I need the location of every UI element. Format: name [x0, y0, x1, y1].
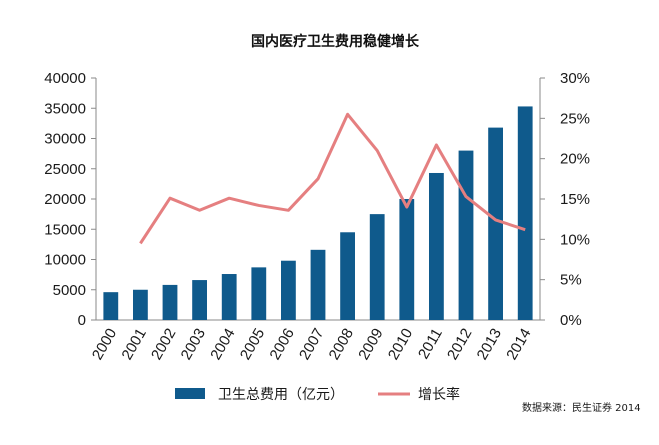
x-tick-label: 2003: [178, 326, 209, 363]
right-tick-label: 5%: [560, 272, 582, 289]
x-tick-label: 2011: [415, 326, 446, 362]
legend-bar-swatch: [175, 388, 205, 399]
bar-2004: [221, 274, 237, 320]
bar-2003: [192, 280, 207, 320]
right-axis-ticks: 0% 5% 10% 15% 20% 25% 30%: [540, 70, 590, 329]
legend-bar-label: 卫生总费用（亿元）: [218, 387, 344, 403]
x-tick-label: 2006: [266, 326, 297, 363]
right-tick-label: 30%: [560, 70, 590, 87]
bar-2014: [517, 106, 533, 320]
right-tick-label: 25%: [560, 110, 590, 127]
right-tick-label: 15%: [560, 191, 590, 208]
bar-series: [103, 106, 533, 320]
x-tick-label: 2007: [296, 326, 327, 363]
bar-2010: [399, 199, 415, 320]
bar-2000: [103, 292, 119, 320]
x-tick-label: 2014: [503, 326, 534, 363]
left-tick-label: 40000: [44, 70, 86, 87]
bar-2009: [369, 214, 385, 320]
x-tick-label: 2009: [355, 326, 386, 363]
x-tick-label: 2010: [385, 326, 416, 363]
bar-2008: [340, 232, 355, 320]
x-tick-label: 2008: [326, 326, 357, 363]
left-tick-label: 5000: [53, 282, 86, 299]
bar-2013: [488, 127, 503, 320]
right-tick-label: 20%: [560, 151, 590, 168]
left-tick-label: 20000: [44, 191, 86, 208]
bar-2006: [281, 260, 296, 320]
line-series: [139, 112, 526, 245]
left-tick-label: 0: [78, 312, 86, 329]
bar-2005: [251, 267, 267, 320]
x-tick-label: 2004: [207, 326, 238, 363]
x-tick-label: 2012: [444, 326, 475, 363]
left-tick-label: 25000: [44, 161, 86, 178]
chart-title: 国内医疗卫生费用稳健增长: [251, 33, 420, 50]
source-note: 数据来源：民生证券 2014: [522, 401, 641, 414]
right-tick-label: 0%: [560, 312, 582, 329]
x-tick-label: 2013: [474, 325, 505, 362]
x-tick-label: 2001: [118, 326, 149, 363]
left-tick-label: 15000: [44, 221, 86, 238]
left-axis-ticks: 0 5000 10000 15000 20000 25000 30000 35000 40000: [44, 70, 96, 329]
growth-rate-line: [139, 112, 526, 245]
legend: 卫生总费用（亿元） 增长率: [175, 386, 460, 403]
x-tick-label: 2002: [148, 326, 179, 363]
left-tick-label: 30000: [44, 131, 86, 148]
legend-line-label: 增长率: [418, 386, 460, 403]
x-axis-ticks: 2000200120022003200420052006200720082009…: [89, 325, 535, 362]
bar-2011: [429, 172, 444, 320]
right-tick-label: 10%: [560, 231, 590, 248]
bar-2002: [162, 284, 178, 320]
bar-2012: [458, 150, 474, 320]
bar-2001: [133, 289, 148, 320]
left-tick-label: 35000: [44, 100, 86, 117]
x-tick-label: 2005: [237, 326, 268, 363]
x-tick-label: 2000: [89, 326, 120, 363]
left-tick-label: 10000: [44, 252, 86, 269]
bar-2007: [310, 249, 326, 320]
